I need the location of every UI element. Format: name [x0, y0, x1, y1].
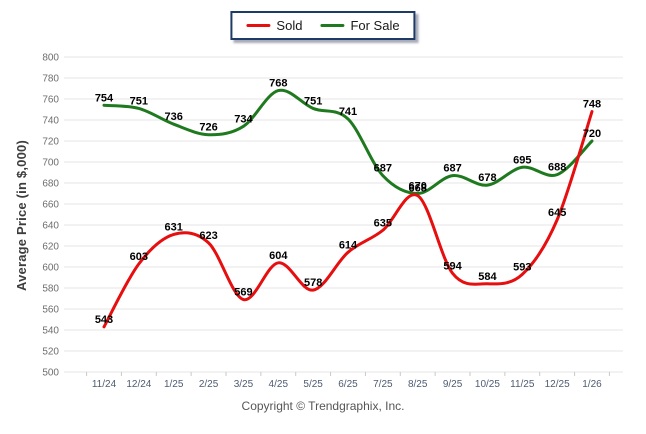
y-tick-label: 740 — [42, 116, 59, 127]
data-label: 645 — [548, 207, 566, 219]
x-tick-label: 5/25 — [303, 379, 323, 390]
data-label: 670 — [409, 181, 427, 193]
for-sale-line — [102, 88, 594, 195]
data-label: 604 — [269, 250, 288, 262]
data-label: 736 — [165, 111, 183, 123]
data-label: 614 — [339, 239, 358, 251]
y-tick-label: 720 — [42, 137, 59, 148]
data-label: 734 — [234, 113, 253, 125]
y-tick-label: 580 — [42, 284, 59, 295]
legend: Sold For Sale — [230, 11, 416, 40]
sold-line-swatch — [246, 24, 271, 27]
data-label: 687 — [443, 163, 461, 175]
data-label: 741 — [339, 106, 357, 118]
y-tick-label: 760 — [42, 95, 59, 106]
data-label: 726 — [199, 122, 217, 134]
x-tick-label: 1/25 — [164, 379, 184, 390]
data-label: 635 — [374, 217, 392, 229]
x-tick-label: 9/25 — [443, 379, 463, 390]
copyright-text: Copyright © Trendgraphix, Inc. — [241, 399, 405, 413]
x-tick-label: 10/25 — [475, 379, 500, 390]
legend-item-for-sale: For Sale — [320, 18, 400, 33]
y-tick-label: 680 — [42, 179, 59, 190]
data-label: 668 — [409, 183, 427, 195]
data-label: 569 — [234, 287, 252, 299]
y-tick-label: 660 — [42, 200, 59, 211]
data-label: 695 — [513, 154, 531, 166]
data-label: 603 — [130, 251, 148, 263]
y-tick-label: 800 — [42, 53, 59, 64]
data-label: 751 — [130, 95, 148, 107]
data-label: 593 — [513, 261, 531, 273]
data-label: 751 — [304, 95, 322, 107]
data-label: 687 — [374, 163, 392, 175]
data-label: 631 — [165, 221, 183, 233]
data-label: 748 — [583, 99, 601, 111]
x-tick-label: 6/25 — [338, 379, 358, 390]
x-tick-label: 11/25 — [510, 379, 535, 390]
y-tick-label: 500 — [42, 368, 59, 379]
legend-label-sold: Sold — [276, 18, 303, 33]
data-label: 678 — [478, 172, 496, 184]
x-tick-label: 12/24 — [126, 379, 151, 390]
y-axis-title: Average Price (in $,000) — [14, 140, 29, 292]
x-tick-label: 11/24 — [92, 379, 117, 390]
y-tick-label: 540 — [42, 326, 59, 337]
y-tick-label: 560 — [42, 305, 59, 316]
data-label: 688 — [548, 162, 566, 174]
y-tick-label: 700 — [42, 158, 59, 169]
data-label: 594 — [443, 260, 462, 272]
legend-label-for-sale: For Sale — [350, 18, 400, 33]
x-tick-label: 7/25 — [373, 379, 393, 390]
data-label: 578 — [304, 277, 322, 289]
data-label: 768 — [269, 78, 287, 90]
x-tick-label: 8/25 — [408, 379, 428, 390]
data-label: 754 — [95, 92, 114, 104]
y-tick-label: 780 — [42, 74, 59, 85]
y-tick-label: 620 — [42, 242, 59, 253]
x-tick-label: 2/25 — [199, 379, 219, 390]
x-tick-label: 3/25 — [234, 379, 254, 390]
x-tick-label: 12/25 — [545, 379, 570, 390]
y-tick-label: 520 — [42, 347, 59, 358]
y-tick-label: 600 — [42, 263, 59, 274]
y-tick-label: 640 — [42, 221, 59, 232]
data-label: 543 — [95, 314, 113, 326]
for-sale-line-swatch — [320, 24, 345, 27]
sold-line — [102, 110, 594, 329]
legend-item-sold: Sold — [246, 18, 302, 33]
data-label: 584 — [478, 271, 497, 283]
x-tick-label: 1/26 — [582, 379, 602, 390]
data-label: 623 — [199, 230, 217, 242]
x-tick-label: 4/25 — [269, 379, 289, 390]
data-label: 720 — [583, 128, 601, 140]
